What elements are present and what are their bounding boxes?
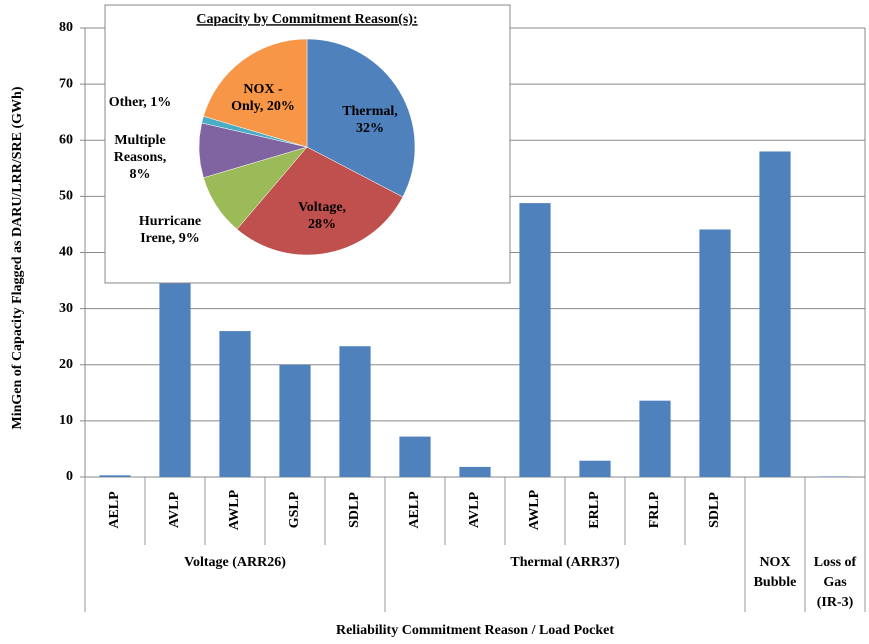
y-tick-label: 70 [59,76,73,91]
pie-label-line: Voltage, [298,200,346,215]
pie-label: Voltage, 28% [298,200,346,232]
bar [399,436,431,477]
group-label-line: NOX [759,555,790,570]
y-tick-label: 80 [59,20,73,35]
x-tick-label: AELP [407,491,422,529]
bar [699,229,731,477]
pie-label: NOX - Only, 20% [231,82,295,114]
bar [459,466,491,477]
pie-label-line: Other, 1% [109,95,171,110]
pie-label-line: 32% [356,121,384,136]
y-tick-label: 10 [59,413,73,428]
x-tick-label: AELP [107,491,122,529]
y-tick-label: 20 [59,357,73,372]
x-tick-label: AVLP [167,491,182,528]
pie-label: Hurricane Irene, 9% [139,214,201,246]
pie-label-line: 8% [130,167,151,182]
pie-label-line: Hurricane [139,214,201,229]
pie-label: Multiple Reasons, 8% [114,133,167,182]
group-label-line: Gas [823,575,847,590]
x-tick-label: AVLP [467,491,482,528]
x-tick-label: AWLP [527,489,542,530]
pie-slice [203,38,308,148]
group-label-line: Loss of [814,555,857,570]
x-tick-label: SDLP [707,492,722,528]
pie-label-line: Reasons, [114,150,167,165]
x-tick-label: GSLP [287,491,302,528]
pie-label-line: Multiple [114,133,165,148]
x-axis-title: Reliability Commitment Reason / Load Poc… [336,623,614,638]
y-tick-label: 50 [59,189,73,204]
x-tick-label: SDLP [347,492,362,528]
group-label: Loss of Gas (IR-3) [814,555,857,610]
bar [639,400,671,477]
pie-label: Thermal, 32% [342,104,398,136]
bar [519,203,551,478]
x-tick-label: FRLP [647,491,662,528]
pie-title: Capacity by Commitment Reason(s): [196,12,417,27]
pie-label-line: Thermal, [342,104,398,119]
y-tick-label: 40 [59,245,73,260]
x-tick-label: ERLP [587,491,602,529]
y-tick-label: 60 [59,132,73,147]
group-label-line: Thermal (ARR37) [510,555,620,570]
y-axis-title: MinGen of Capacity Flagged as DARU/LRR/S… [10,86,25,429]
bar [759,151,791,477]
bar [819,476,851,477]
y-tick-label: 30 [59,301,73,316]
group-label-line: (IR-3) [817,595,854,610]
group-label-line: Voltage (ARR26) [184,555,286,570]
bar [579,460,611,477]
pie-label: Other, 1% [109,95,171,110]
pie-label-line: Irene, 9% [140,231,200,246]
bar [339,346,371,477]
pie-slice [236,146,404,256]
bar [219,331,251,477]
x-tick-label: AWLP [227,489,242,530]
group-label: NOX Bubble [754,555,797,590]
bar [279,364,311,477]
pie-label-line: Only, 20% [231,99,295,114]
group-label: Thermal (ARR37) [510,555,620,570]
pie-label-line: 28% [308,217,336,232]
bar [159,277,191,477]
group-label-line: Bubble [754,575,797,590]
group-label: Voltage (ARR26) [184,555,286,570]
pie-label-line: NOX - [243,82,283,97]
y-tick-label: 0 [66,469,73,484]
pie-slice [306,38,416,198]
bar [99,475,131,477]
